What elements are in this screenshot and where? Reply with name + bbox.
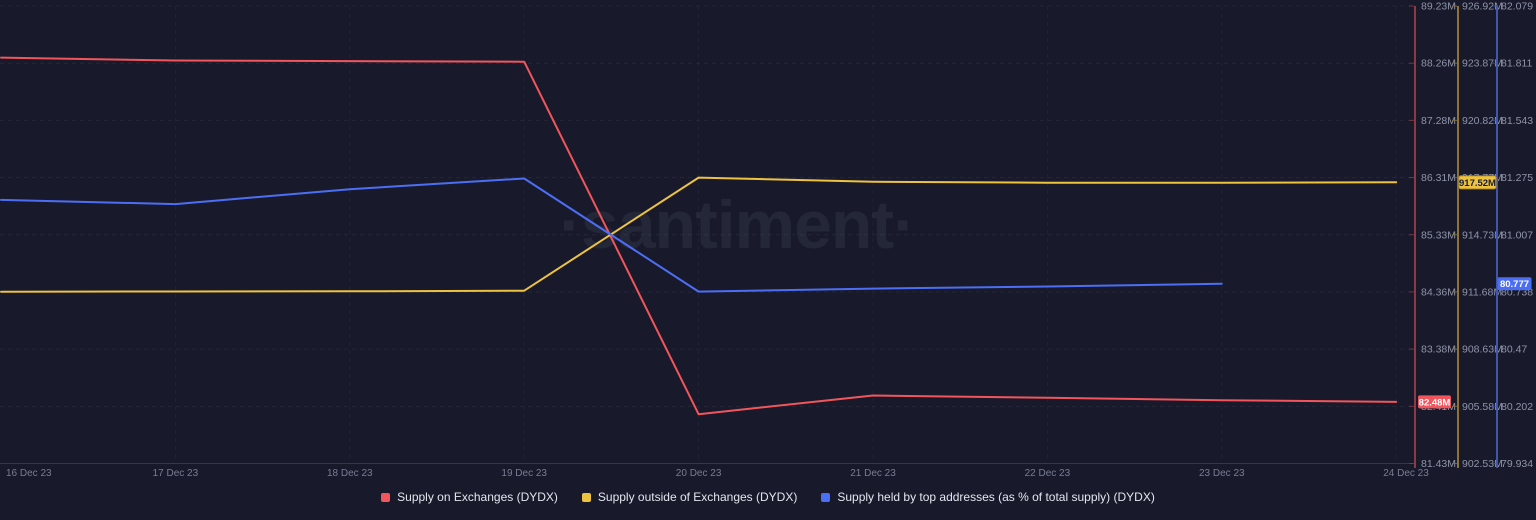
- y-tick-label-supply-on-exchanges: 85.33M: [1421, 229, 1456, 241]
- y-tick-label-supply-on-exchanges: 88.26M: [1421, 58, 1456, 70]
- supply-outside-exchanges-current-value-badge: [1458, 175, 1497, 190]
- x-tick-label: 21 Dec 23: [850, 468, 896, 479]
- y-tick-label-top-addresses-percent: 82.079: [1501, 1, 1533, 13]
- x-tick-label: 16 Dec 23: [6, 468, 52, 479]
- x-tick-label: 19 Dec 23: [501, 468, 547, 479]
- y-tick-label-top-addresses-percent: 81.543: [1501, 115, 1533, 127]
- x-tick-label: 22 Dec 23: [1025, 468, 1071, 479]
- y-tick-label-top-addresses-percent: 80.202: [1501, 401, 1533, 413]
- legend-swatch-supply-on-exchanges: [381, 492, 391, 502]
- y-tick-label-supply-on-exchanges: 84.36M: [1421, 286, 1456, 298]
- x-tick-label: 23 Dec 23: [1199, 468, 1245, 479]
- series-line-top-addresses-percent: [0, 177, 1223, 293]
- legend-swatch-top-addresses-percent: [821, 492, 831, 502]
- x-tick-label: 18 Dec 23: [327, 468, 373, 479]
- y-tick-label-supply-outside-exchanges: 926.92M: [1462, 1, 1503, 13]
- y-tick-label-supply-outside-exchanges: 902.53M: [1462, 458, 1503, 470]
- y-tick-label-supply-outside-exchanges: 914.73M: [1462, 229, 1503, 241]
- y-tick-label-supply-outside-exchanges: 911.68M: [1462, 286, 1502, 298]
- chart-legend: Supply on Exchanges (DYDX) Supply outside…: [0, 490, 1536, 504]
- legend-label: Supply outside of Exchanges (DYDX): [597, 490, 798, 504]
- y-tick-label-top-addresses-percent: 80.47: [1501, 344, 1527, 356]
- y-tick-label-top-addresses-percent: 79.934: [1501, 458, 1533, 470]
- legend-item-top-addresses-percent[interactable]: Supply held by top addresses (as % of to…: [821, 490, 1155, 504]
- top-addresses-percent-current-value-badge: [1497, 277, 1532, 291]
- y-tick-label-top-addresses-percent: 81.007: [1501, 229, 1533, 241]
- y-tick-label-top-addresses-percent: 81.811: [1501, 58, 1532, 70]
- legend-item-supply-outside-exchanges[interactable]: Supply outside of Exchanges (DYDX): [581, 490, 798, 504]
- y-tick-label-supply-on-exchanges: 83.38M: [1421, 344, 1456, 356]
- y-tick-label-supply-on-exchanges: 86.31M: [1421, 172, 1456, 184]
- y-tick-label-supply-on-exchanges: 89.23M: [1421, 1, 1456, 13]
- supply-on-exchanges-current-value-text: 82.48M: [1419, 397, 1451, 408]
- x-tick-label: 20 Dec 23: [676, 468, 722, 479]
- y-tick-label-supply-on-exchanges: 87.28M: [1421, 115, 1456, 127]
- legend-item-supply-on-exchanges[interactable]: Supply on Exchanges (DYDX): [381, 490, 558, 504]
- series-line-supply-on-exchanges: [0, 56, 1398, 416]
- supply-outside-exchanges-current-value-text: 917.52M: [1459, 178, 1496, 189]
- y-tick-label-supply-on-exchanges: 81.43M: [1421, 458, 1456, 470]
- supply-on-exchanges-current-value-badge: [1418, 395, 1451, 409]
- y-tick-label-supply-outside-exchanges: 908.63M: [1462, 344, 1503, 356]
- legend-label: Supply held by top addresses (as % of to…: [837, 490, 1155, 504]
- y-tick-label-top-addresses-percent: 81.275: [1501, 172, 1533, 184]
- y-tick-label-supply-outside-exchanges: 920.82M: [1462, 115, 1503, 127]
- x-tick-label: 24 Dec 23: [1383, 468, 1429, 479]
- y-tick-label-supply-outside-exchanges: 905.58M: [1462, 401, 1503, 413]
- y-tick-label-supply-outside-exchanges: 923.87M: [1462, 58, 1503, 70]
- legend-label: Supply on Exchanges (DYDX): [397, 490, 558, 504]
- series-line-supply-outside-exchanges: [0, 176, 1398, 293]
- legend-swatch-supply-outside-exchanges: [581, 492, 591, 502]
- santiment-watermark: ·santiment·: [559, 186, 915, 263]
- top-addresses-percent-current-value-text: 80.777: [1500, 279, 1529, 290]
- x-tick-label: 17 Dec 23: [153, 468, 199, 479]
